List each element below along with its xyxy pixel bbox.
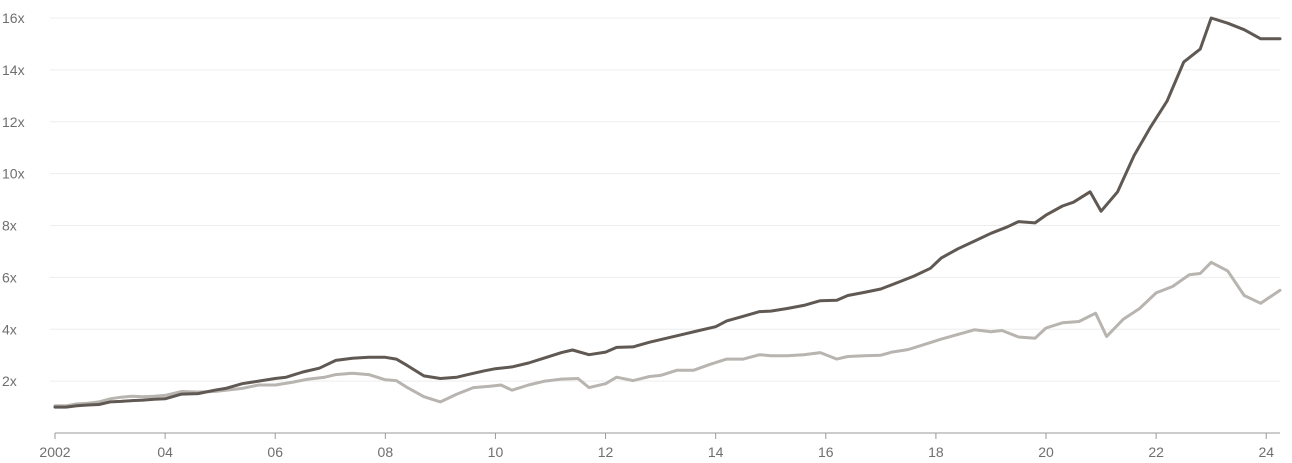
x-tick-label: 06 (267, 444, 283, 460)
y-tick-label: 6x (2, 269, 17, 285)
x-tick-label: 24 (1258, 444, 1274, 460)
x-tick-label: 12 (598, 444, 614, 460)
x-tick-label: 22 (1148, 444, 1164, 460)
x-tick-label: 16 (818, 444, 834, 460)
series-layer (53, 16, 1282, 409)
x-tick-label: 04 (157, 444, 173, 460)
x-axis-tick-labels: 2002 04 06 08 10 12 14 16 18 20 22 24 (39, 444, 1274, 460)
y-tick-label: 12x (2, 114, 25, 130)
y-tick-label: 10x (2, 166, 25, 182)
y-tick-label: 2x (2, 373, 17, 389)
x-tick-label: 10 (488, 444, 504, 460)
gridlines (50, 17, 1280, 382)
series-line-light (53, 260, 1282, 408)
y-axis-tick-labels: 2x 4x 6x 8x 10x 12x 14x 16x (2, 10, 25, 389)
x-axis-ticks (54, 433, 1267, 439)
x-tick-label: 20 (1038, 444, 1054, 460)
series-line-dark (53, 16, 1282, 409)
x-tick-label: 2002 (39, 444, 70, 460)
x-tick-label: 14 (708, 444, 724, 460)
y-tick-label: 14x (2, 62, 25, 78)
y-tick-label: 4x (2, 321, 17, 337)
y-tick-label: 8x (2, 218, 17, 234)
x-tick-label: 08 (378, 444, 394, 460)
x-tick-label: 18 (928, 444, 944, 460)
y-tick-label: 16x (2, 10, 25, 26)
